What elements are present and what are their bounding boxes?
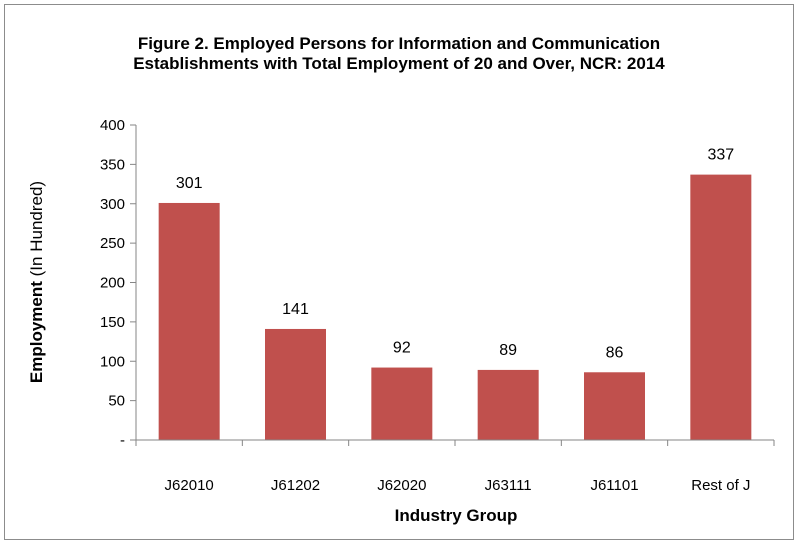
y-tick-label: 250 <box>100 235 125 252</box>
y-tick-label: 100 <box>100 353 125 370</box>
x-tick-label: J61101 <box>590 477 638 494</box>
y-tick-label: 300 <box>100 196 125 213</box>
y-tick-label: 150 <box>100 314 125 331</box>
x-tick-label: J62020 <box>377 477 426 494</box>
x-tick-label: J62010 <box>165 477 214 494</box>
bar-j61202 <box>265 328 326 440</box>
y-axis-title: Employment (In Hundred) <box>27 181 46 383</box>
y-tick-label: 400 <box>100 117 125 134</box>
data-label: 89 <box>499 342 517 359</box>
bar-rest-of-j <box>690 174 752 441</box>
svg-text:Employment (In Hundred): Employment (In Hundred) <box>27 181 46 383</box>
data-label: 92 <box>393 340 411 357</box>
x-tick-label: Rest of J <box>691 477 750 494</box>
y-tick-label: 50 <box>108 393 125 410</box>
chart-title-line-2: Establishments with Total Employment of … <box>133 54 665 73</box>
x-tick-label: J61202 <box>271 477 320 494</box>
x-axis-title: Industry Group <box>395 506 518 525</box>
chart-title-line-1: Figure 2. Employed Persons for Informati… <box>137 34 661 53</box>
bar-j62010 <box>158 202 220 440</box>
y-tick-label: - <box>120 432 125 449</box>
bar-j61101 <box>584 372 645 440</box>
y-tick-label: 200 <box>100 275 125 292</box>
data-label: 301 <box>176 175 203 192</box>
plot-area: - 50 100 150 200 250 300 350 400 J62010 J61202 J620… <box>100 117 775 494</box>
data-label: 141 <box>282 301 309 318</box>
bar-j63111 <box>477 369 539 440</box>
bar-j62020 <box>371 367 433 440</box>
data-label: 337 <box>707 147 734 164</box>
y-axis-title-main: Employment <box>27 281 46 383</box>
y-axis-title-unit: (In Hundred) <box>27 181 46 281</box>
chart-title: Figure 2. Employed Persons for Informati… <box>0 34 798 74</box>
y-tick-label: 350 <box>100 156 125 173</box>
data-label: 86 <box>606 344 624 361</box>
x-tick-label: J63111 <box>485 477 532 494</box>
